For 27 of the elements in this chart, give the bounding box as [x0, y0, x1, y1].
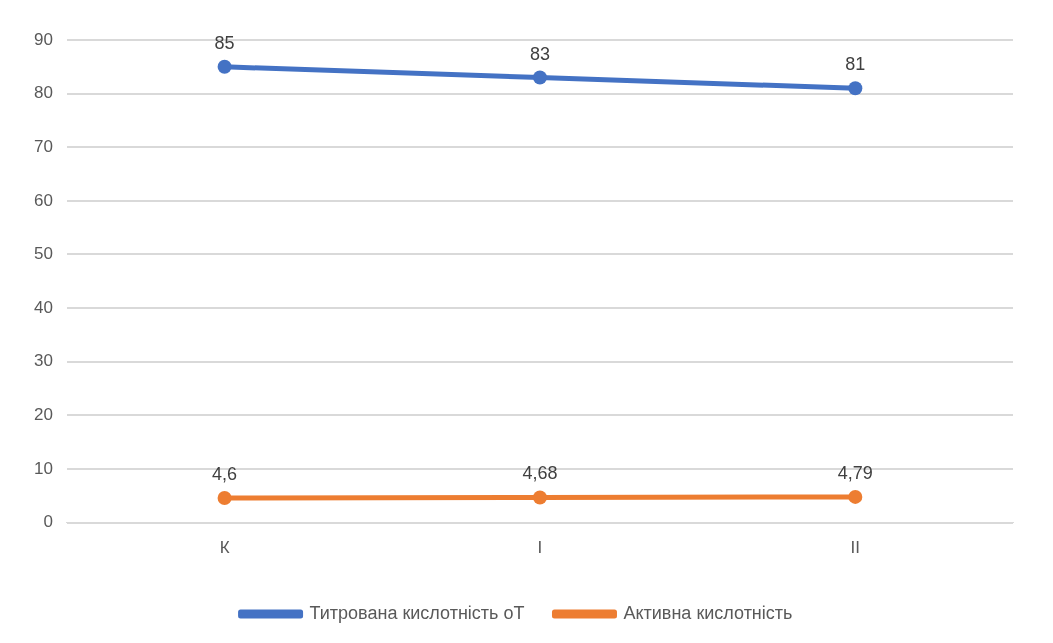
point	[217, 59, 232, 74]
point	[848, 81, 863, 96]
y-tick-label: 10	[33, 458, 53, 478]
x-tick-label: ІІ	[850, 538, 861, 558]
y-tick-label: 0	[43, 512, 53, 532]
x-tick-label: І	[537, 538, 543, 558]
y-tick-label: 50	[33, 244, 53, 264]
data-label: 83	[529, 43, 550, 64]
data-label: 85	[214, 32, 235, 53]
y-tick-label: 60	[33, 190, 53, 210]
data-label: 4,6	[212, 463, 238, 484]
point	[848, 489, 863, 504]
data-label: 81	[845, 54, 866, 75]
y-tick-label: 40	[33, 297, 53, 317]
data-label: 4,68	[522, 463, 558, 484]
data-label: 4,79	[837, 462, 873, 483]
y-tick-label: 80	[33, 83, 53, 103]
y-tick-label: 30	[33, 351, 53, 371]
point	[532, 70, 547, 85]
y-tick-label: 20	[33, 405, 53, 425]
legend-label: Титрована кислотність оТ	[309, 602, 525, 623]
point	[217, 490, 232, 505]
legend-label: Активна кислотність	[623, 602, 793, 623]
y-tick-label: 90	[33, 29, 53, 49]
x-tick-label: К	[219, 538, 230, 558]
point	[532, 490, 547, 505]
y-tick-label: 70	[33, 136, 53, 156]
